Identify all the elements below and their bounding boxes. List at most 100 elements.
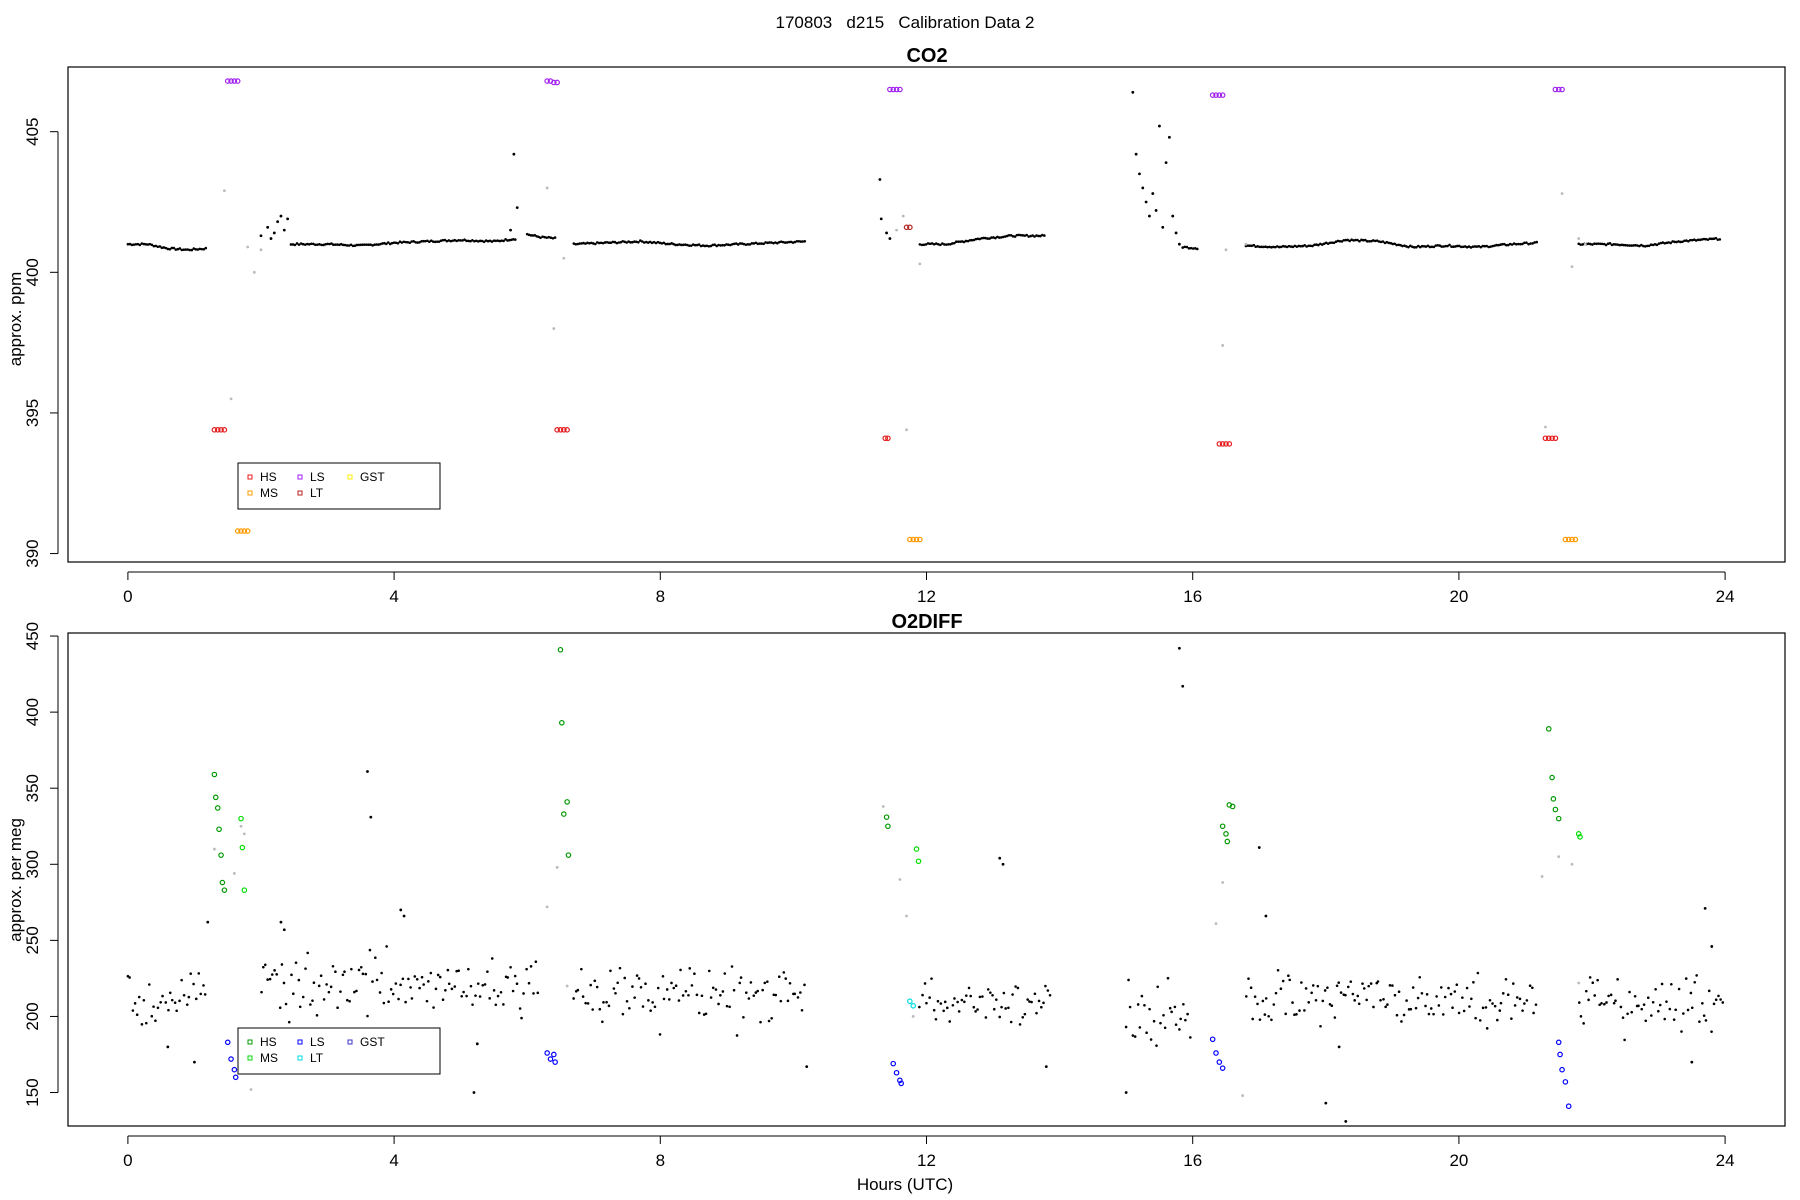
co2-ambient-point <box>492 239 496 242</box>
co2-ambient-point <box>697 243 701 246</box>
o2diff-calibration-ls-point <box>228 1056 234 1062</box>
o2diff-ambient-point <box>700 994 704 998</box>
o2diff-transition-point <box>911 1015 915 1018</box>
co2-ambient-point <box>799 240 803 243</box>
o2diff-ambient-point <box>268 977 272 981</box>
co2-ambient-point <box>1685 239 1688 242</box>
o2diff-ambient-point <box>1672 1018 1676 1021</box>
o2diff-ambient-point <box>1274 991 1278 995</box>
co2-ambient-point <box>1256 245 1259 248</box>
co2-ambient-point <box>572 242 576 245</box>
o2diff-ambient-point <box>1310 991 1313 995</box>
o2diff-ambient-point <box>1189 1036 1192 1039</box>
co2-transition-point <box>905 428 908 432</box>
co2-ambient-point <box>1334 240 1338 244</box>
o2diff-ambient-point <box>688 967 692 970</box>
o2diff-legend-swatch-ls <box>297 1039 303 1045</box>
o2diff-calibration-hs-point <box>211 771 218 778</box>
co2-ambient-point <box>576 242 579 246</box>
o2diff-ambient-point <box>777 975 781 978</box>
co2-ambient-point <box>136 242 140 246</box>
co2-ambient-point <box>1661 241 1665 244</box>
o2diff-calibration-hs-point <box>1229 803 1236 810</box>
co2-ambient-point <box>727 243 730 246</box>
co2-ambient-point <box>668 242 671 246</box>
co2-ambient-outlier-point <box>1168 135 1171 139</box>
o2diff-calibration-ls-point <box>544 1050 550 1056</box>
o2diff-ambient-point <box>429 971 433 975</box>
co2-x-tick-label-3: 12 <box>917 587 936 606</box>
o2diff-ambient-point <box>744 991 748 994</box>
co2-ambient-point <box>1189 246 1193 250</box>
o2diff-ambient-outlier-point <box>1710 945 1714 948</box>
o2diff-transition-point <box>1241 1094 1245 1097</box>
co2-ambient-point <box>660 242 664 245</box>
co2-ambient-point <box>615 241 619 245</box>
co2-ambient-point <box>1279 245 1283 249</box>
o2diff-ambient-point <box>803 983 806 987</box>
o2diff-ambient-point <box>1637 1004 1640 1008</box>
o2diff-ambient-point <box>707 969 711 973</box>
co2-ambient-point <box>1671 240 1674 243</box>
o2diff-ambient-point <box>1650 1014 1653 1017</box>
o2diff-ambient-point <box>1395 1013 1399 1017</box>
o2diff-transition-point <box>213 847 216 851</box>
co2-ambient-point <box>433 240 437 244</box>
co2-calibration-ls-point <box>1216 92 1223 98</box>
o2diff-ambient-point <box>185 1003 189 1006</box>
co2-ambient-point <box>146 243 150 246</box>
o2diff-ambient-point <box>331 964 335 968</box>
co2-ambient-point <box>1454 245 1457 248</box>
o2diff-ambient-point <box>389 988 393 991</box>
o2diff-ambient-point <box>605 1000 608 1004</box>
o2diff-ambient-point <box>928 996 931 999</box>
o2diff-calibration-hs-point <box>559 719 565 726</box>
co2-ambient-point <box>1320 243 1324 246</box>
o2diff-ambient-point <box>1432 1012 1435 1016</box>
o2diff-ambient-point <box>763 981 767 985</box>
o2diff-ambient-point <box>275 973 279 976</box>
o2diff-ambient-outlier-point <box>1703 907 1707 910</box>
co2-ambient-point <box>687 244 691 247</box>
o2diff-ambient-point <box>1316 984 1320 988</box>
o2diff-panel: O2DIFF approx. per meg 0 4 8 12 16 20 24 150 200… <box>6 611 1786 1170</box>
co2-ambient-outlier-point <box>1138 172 1141 176</box>
co2-transition-point <box>895 228 898 232</box>
o2diff-ambient-point <box>800 1008 804 1012</box>
o2diff-ambient-point <box>263 963 267 967</box>
co2-calibration-hs-point <box>564 427 570 433</box>
co2-ambient-point <box>202 247 206 251</box>
o2diff-ambient-point <box>1384 1005 1387 1009</box>
co2-ambient-point <box>764 241 767 244</box>
o2diff-ambient-point <box>711 986 715 990</box>
co2-ambient-point <box>1595 242 1598 246</box>
o2diff-ambient-point <box>998 1015 1002 1019</box>
o2diff-ambient-point <box>1429 1007 1433 1010</box>
o2diff-ambient-point <box>404 1000 407 1004</box>
o2diff-y-tick-label-2: 250 <box>23 926 42 954</box>
co2-ambient-point <box>1456 244 1459 248</box>
o2diff-ambient-point <box>739 976 743 979</box>
co2-ambient-point <box>934 242 938 245</box>
o2diff-transition-point <box>242 832 246 836</box>
o2diff-ambient-point <box>1018 1023 1022 1026</box>
o2diff-ambient-point <box>290 973 293 977</box>
co2-ambient-point <box>166 247 170 251</box>
o2diff-ambient-point <box>651 1001 654 1004</box>
o2diff-ambient-point <box>945 1006 949 1010</box>
o2diff-ambient-point <box>695 993 699 997</box>
o2diff-ambient-point <box>515 982 519 986</box>
co2-calibration-ls-point <box>1213 92 1219 98</box>
o2diff-ambient-point <box>469 984 473 988</box>
co2-ambient-point <box>545 236 549 239</box>
co2-ambient-point <box>1266 245 1269 249</box>
co2-y-tick-label-1: 395 <box>23 399 42 427</box>
o2diff-ambient-point <box>749 981 753 984</box>
co2-ambient-point <box>200 247 204 251</box>
o2diff-ambient-point <box>1577 1001 1581 1004</box>
co2-ambient-point <box>999 236 1003 239</box>
o2diff-ambient-point <box>784 977 788 980</box>
o2diff-ambient-point <box>413 975 417 978</box>
o2diff-ambient-point <box>612 987 616 990</box>
co2-ambient-outlier-point <box>276 220 280 224</box>
